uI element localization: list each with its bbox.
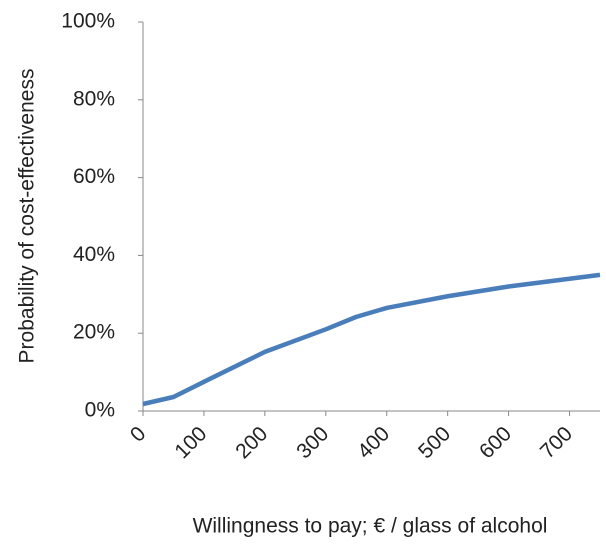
y-tick-label: 80% — [73, 87, 115, 110]
data-line — [142, 272, 601, 407]
y-axis-label: Probability of cost-effectiveness — [16, 69, 39, 364]
x-axis-label: Willingness to pay; € / glass of alcohol — [193, 515, 548, 538]
y-tick-label: 40% — [73, 243, 115, 266]
x-tick-label: 700 — [536, 422, 577, 463]
y-tick-label: 100% — [61, 10, 115, 33]
y-tick-label: 20% — [73, 321, 115, 344]
y-tick-label: 0% — [85, 399, 115, 422]
x-tick-label: 500 — [414, 422, 455, 463]
x-tick-label: 200 — [231, 422, 272, 463]
y-tick-label: 60% — [73, 165, 115, 188]
x-tick-label: 300 — [292, 422, 333, 463]
x-tick-label: 600 — [475, 422, 516, 463]
x-tick-label: 0 — [126, 422, 151, 447]
x-tick-label: 400 — [353, 422, 394, 463]
x-tick-label: 100 — [170, 422, 211, 463]
